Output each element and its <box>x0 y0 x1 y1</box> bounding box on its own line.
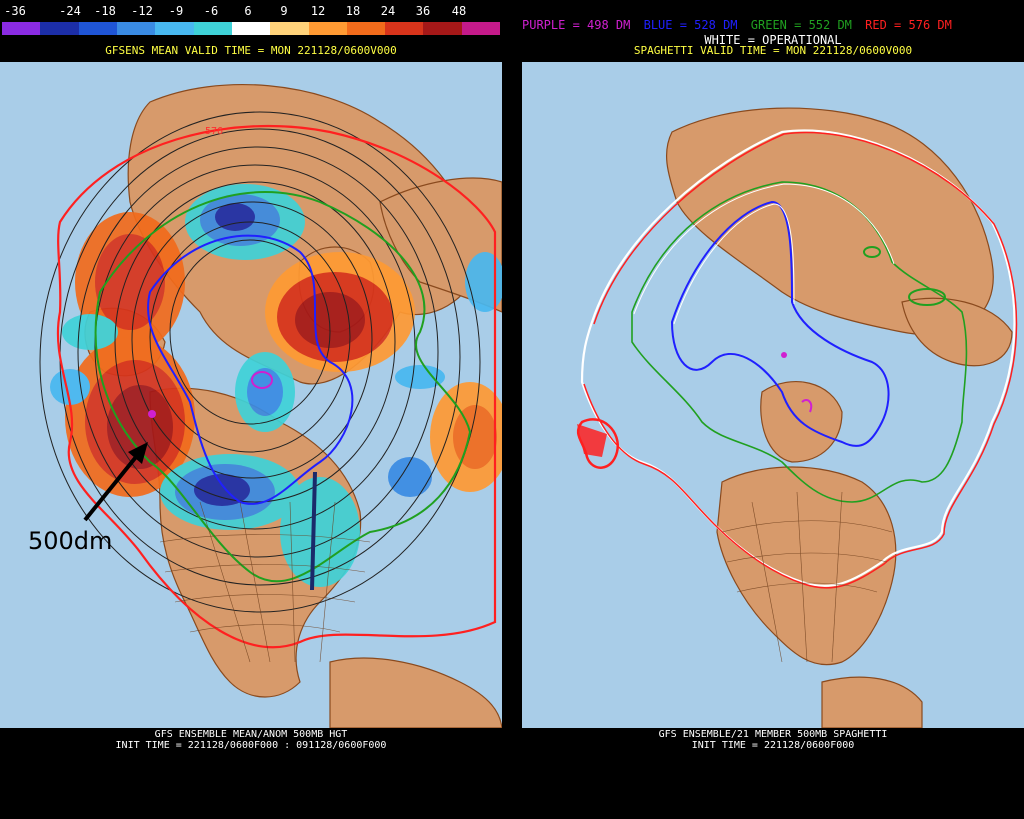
anomaly-scale-labels: -36 -24 -18 -12 -9 -6 6 9 12 18 24 36 48 <box>0 4 502 18</box>
scale-tick: 48 <box>451 4 467 18</box>
552-dm-spaghetti <box>631 181 968 503</box>
left-polar-map: 576 <box>0 62 502 728</box>
legend-purple: PURPLE = 498 DM <box>522 18 631 32</box>
right-landmasses <box>666 107 1013 728</box>
528-dm-contour <box>147 234 354 505</box>
left-footer-init: INIT TIME = 221128/0600F000 : 091128/060… <box>115 740 387 751</box>
spaghetti-legend: PURPLE = 498 DM BLUE = 528 DM GREEN = 55… <box>522 18 1024 32</box>
red-cutoff-loop <box>576 418 620 469</box>
scale-swatch <box>308 22 347 35</box>
scale-swatch <box>155 22 194 35</box>
anomaly-color-scale <box>2 22 501 35</box>
annotation-arrow <box>83 450 142 522</box>
ensemble-mean-anomaly-panel: -36 -24 -18 -12 -9 -6 6 9 12 18 24 36 48… <box>0 0 502 819</box>
scale-tick: -12 <box>131 4 153 18</box>
576-dm-contour <box>56 124 497 649</box>
right-footer-title: GFS ENSEMBLE/21 MEMBER 500MB SPAGHETTI <box>658 729 888 740</box>
panel-divider <box>502 0 522 819</box>
scale-swatch <box>270 22 309 35</box>
south-america-landmass <box>821 676 923 728</box>
scale-swatch <box>78 22 117 35</box>
cold-anomaly-bering <box>62 314 118 350</box>
scale-tick: 36 <box>415 4 431 18</box>
right-valid-time-header: SPAGHETTI VALID TIME = MON 221128/0600V0… <box>633 44 913 57</box>
height-contours <box>39 111 481 613</box>
right-polar-map <box>522 62 1024 728</box>
528-dm-spaghetti <box>670 200 890 447</box>
legend-red: RED = 576 DM <box>865 18 952 32</box>
south-america-landmass <box>329 657 502 728</box>
cold-anomaly-eastern-us <box>280 477 360 587</box>
552-dm-contour <box>94 191 472 583</box>
scale-tick: 12 <box>310 4 326 18</box>
scale-tick: 6 <box>244 4 252 18</box>
scale-tick: -18 <box>94 4 116 18</box>
left-map-graphic: 576 <box>39 83 502 728</box>
trough-axis-line <box>310 471 317 591</box>
scale-tick: -9 <box>168 4 184 18</box>
operational-576-contour <box>580 129 1016 587</box>
scale-swatch <box>461 22 501 35</box>
white-operational-label: WHITE = OPERATIONAL <box>704 33 842 47</box>
scale-swatch <box>346 22 386 35</box>
europe-landmass <box>901 297 1013 367</box>
left-valid-time-header: GFSENS MEAN VALID TIME = MON 221128/0600… <box>105 44 397 57</box>
anomaly-fields <box>50 184 502 587</box>
right-footer-init: INIT TIME = 221128/0600F000 <box>691 740 855 751</box>
scale-swatch <box>385 22 424 35</box>
left-footer-title: GFS ENSEMBLE MEAN/ANOM 500MB HGT <box>154 729 348 740</box>
498-dm-contour <box>251 371 273 389</box>
graticule <box>159 501 371 663</box>
498-dm-spaghetti <box>781 352 787 358</box>
contour-label-576: 576 <box>205 126 223 137</box>
north-america-landmass <box>716 466 897 666</box>
scale-tick: -6 <box>203 4 219 18</box>
scale-swatch <box>40 22 79 35</box>
legend-green: GREEN = 552 DM <box>750 18 852 32</box>
spaghetti-panel: PURPLE = 498 DM BLUE = 528 DM GREEN = 55… <box>522 0 1024 819</box>
right-map-graphic <box>576 107 1018 728</box>
legend-blue: BLUE = 528 DM <box>643 18 738 32</box>
scale-swatch <box>116 22 156 35</box>
scale-tick: -36 <box>4 4 26 18</box>
scale-tick: 18 <box>345 4 361 18</box>
right-graticule <box>721 491 893 663</box>
annotation-label: 500dm <box>28 527 113 555</box>
scale-tick: -24 <box>59 4 81 18</box>
scale-swatch <box>231 22 271 35</box>
scale-swatch <box>423 22 462 35</box>
scale-swatch <box>193 22 232 35</box>
scale-swatch <box>2 22 41 35</box>
scale-tick: 9 <box>280 4 288 18</box>
scale-tick: 24 <box>380 4 396 18</box>
